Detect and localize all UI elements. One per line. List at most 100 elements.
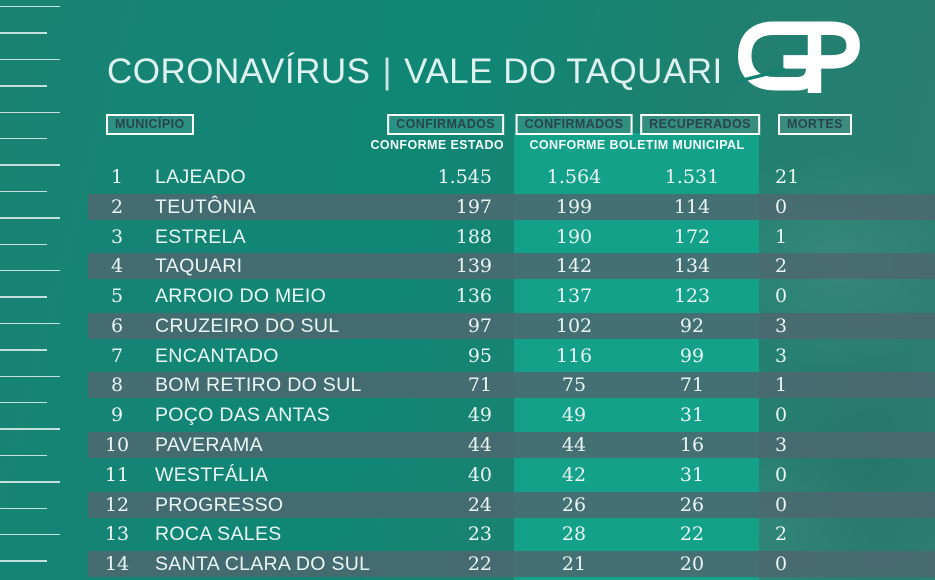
confirmed-state-value: 188: [455, 225, 492, 248]
column-header-confirmados-municipal: CONFIRMADOS: [515, 114, 633, 135]
title-right: VALE DO TAQUARI: [404, 52, 723, 91]
ruled-line: [0, 217, 60, 219]
confirmed-state-value: 97: [467, 314, 492, 337]
table-row: 12 PROGRESSO 24 26 26 0: [88, 491, 935, 521]
row-rank: 9: [110, 404, 124, 427]
row-rank: 5: [110, 285, 124, 308]
ruled-line: [0, 111, 60, 113]
recovered-value: 26: [679, 493, 705, 516]
confirmed-state-value: 23: [467, 523, 492, 546]
table-row: 13 ROCA SALES 23 28 22 2: [88, 520, 935, 550]
confirmed-municipal-value: 75: [561, 374, 587, 397]
deaths-value: 2: [775, 523, 788, 546]
confirmed-municipal-value: 1.564: [546, 166, 602, 188]
page-title: CORONAVÍRUS | VALE DO TAQUARI: [107, 52, 723, 92]
table-row: 4 TAQUARI 139 142 134 2: [88, 252, 935, 282]
ruled-line: [0, 270, 60, 272]
confirmed-state-value: 40: [467, 463, 492, 486]
ruled-line: [0, 349, 47, 351]
deaths-value: 0: [775, 404, 788, 427]
column-header-recuperados: RECUPERADOS: [640, 114, 760, 135]
deaths-value: 0: [775, 493, 788, 516]
municipality-name: ROCA SALES: [155, 523, 282, 546]
municipality-name: TAQUARI: [155, 255, 243, 278]
confirmed-municipal-value: 44: [561, 434, 587, 457]
table-row: 10 PAVERAMA 44 44 16 3: [88, 431, 935, 461]
confirmed-state-value: 22: [467, 553, 492, 576]
table-row: 5 ARROIO DO MEIO 136 137 123 0: [88, 282, 935, 312]
ruled-line: [0, 534, 60, 536]
confirmed-municipal-value: 142: [555, 255, 593, 278]
deaths-value: 2: [775, 255, 788, 278]
ruled-line: [0, 164, 60, 166]
ruled-line: [0, 481, 60, 483]
municipality-name: CRUZEIRO DO SUL: [155, 314, 340, 337]
table-row: 6 CRUZEIRO DO SUL 97 102 92 3: [88, 312, 935, 342]
recovered-value: 71: [679, 374, 705, 397]
confirmed-municipal-value: 190: [555, 225, 593, 248]
row-rank: 8: [110, 374, 124, 397]
confirmed-municipal-value: 28: [561, 523, 587, 546]
ruled-line: [0, 454, 47, 457]
municipality-name: BOM RETIRO DO SUL: [155, 374, 362, 397]
deaths-value: 3: [775, 344, 788, 367]
table-body: 1 LAJEADO 1.545 1.564 1.531 21 2 TEUTÔNI…: [88, 163, 935, 580]
confirmed-municipal-value: 21: [561, 553, 587, 576]
confirmed-municipal-value: 42: [561, 463, 587, 486]
table-row: 8 BOM RETIRO DO SUL 71 75 71 1: [88, 371, 935, 401]
recovered-value: 172: [673, 225, 711, 248]
deaths-value: 3: [775, 314, 788, 337]
table-row: 1 LAJEADO 1.545 1.564 1.531 21: [88, 163, 935, 193]
recovered-value: 114: [673, 195, 711, 218]
row-rank: 12: [104, 493, 130, 516]
column-header-mortes: MORTES: [778, 114, 852, 135]
recovered-value: 31: [679, 463, 705, 486]
confirmed-state-value: 1.545: [437, 166, 492, 188]
ruled-line: [0, 243, 47, 245]
row-rank: 13: [104, 523, 130, 546]
confirmed-state-value: 24: [467, 493, 492, 516]
municipality-name: ARROIO DO MEIO: [155, 285, 327, 308]
row-rank: 11: [104, 463, 130, 486]
recovered-value: 92: [679, 314, 705, 337]
confirmed-municipal-value: 137: [555, 285, 593, 308]
recovered-value: 20: [679, 553, 705, 576]
deaths-value: 0: [775, 285, 788, 308]
gp-logo-icon: [732, 14, 860, 98]
row-rank: 3: [110, 225, 124, 248]
ruled-line: [0, 560, 47, 562]
subheader-conforme-estado: CONFORME ESTADO: [370, 138, 504, 152]
deaths-value: 1: [775, 225, 788, 248]
municipality-name: POÇO DAS ANTAS: [155, 404, 331, 427]
deaths-value: 0: [775, 195, 788, 218]
subheader-conforme-boletim-municipal: CONFORME BOLETIM MUNICIPAL: [529, 138, 745, 152]
ruled-line: [0, 322, 60, 325]
confirmed-municipal-value: 49: [561, 404, 587, 427]
ruled-line: [0, 138, 47, 140]
recovered-value: 1.531: [664, 166, 720, 188]
municipality-name: SANTA CLARA DO SUL: [155, 553, 371, 576]
recovered-value: 31: [679, 404, 705, 427]
deaths-value: 21: [775, 166, 800, 188]
municipality-name: PROGRESSO: [155, 493, 284, 516]
municipality-name: TEUTÔNIA: [155, 195, 256, 218]
municipality-name: ENCANTADO: [155, 344, 279, 367]
ruled-line: [0, 190, 47, 193]
row-rank: 2: [110, 195, 124, 218]
recovered-value: 134: [673, 255, 711, 278]
ruled-line: [0, 296, 47, 298]
row-rank: 14: [104, 553, 130, 576]
deaths-value: 3: [775, 434, 788, 457]
confirmed-state-value: 49: [467, 404, 492, 427]
confirmed-municipal-value: 26: [561, 493, 587, 516]
ruled-line: [0, 32, 47, 34]
recovered-value: 16: [679, 434, 705, 457]
municipality-name: WESTFÁLIA: [155, 463, 269, 486]
confirmed-state-value: 197: [455, 195, 492, 218]
row-rank: 10: [104, 434, 130, 457]
confirmed-state-value: 139: [455, 255, 492, 278]
title-left: CORONAVÍRUS: [107, 52, 371, 91]
row-rank: 1: [110, 166, 124, 188]
table-row: 14 SANTA CLARA DO SUL 22 21 20 0: [88, 550, 935, 580]
